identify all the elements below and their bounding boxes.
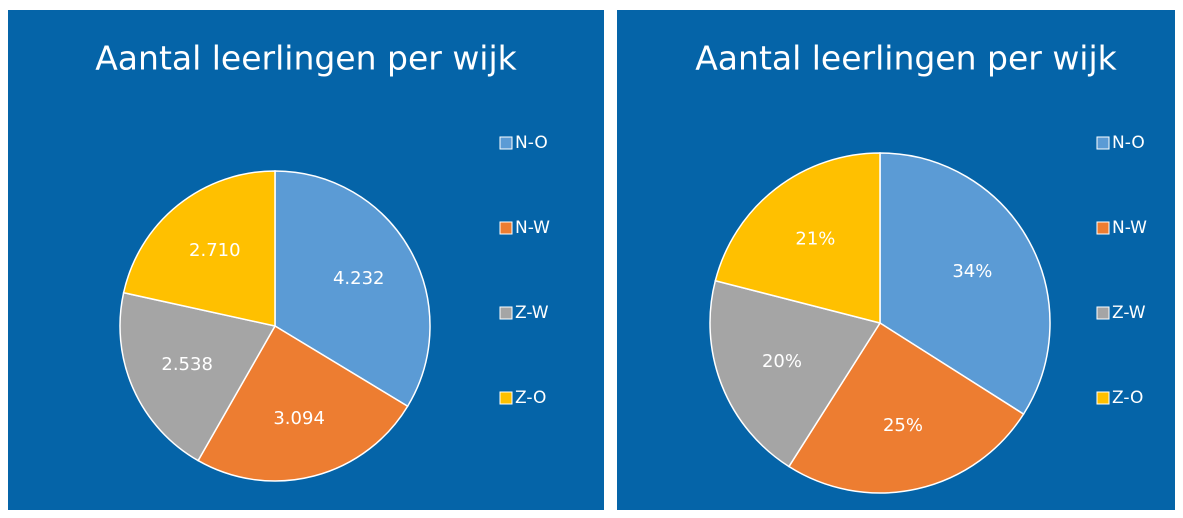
legend-swatch: [1096, 391, 1110, 405]
data-label: 4.232: [333, 268, 385, 289]
legend-label: Z-W: [515, 303, 549, 323]
legend-label: N-O: [515, 133, 548, 153]
legend-swatch: [1096, 221, 1110, 235]
legend-label: Z-O: [1112, 388, 1143, 408]
pie-slice: [122, 170, 276, 327]
data-label: 20%: [762, 351, 802, 372]
legend-swatch: [499, 306, 513, 320]
pie-slice: [709, 279, 882, 468]
legend-label: Z-W: [1112, 303, 1146, 323]
chart-title: Aantal leerlingen per wijk: [95, 39, 517, 78]
data-label: 34%: [952, 261, 992, 282]
pie-slice: [119, 291, 277, 462]
chart-title: Aantal leerlingen per wijk: [695, 39, 1117, 78]
pie-slice: [787, 321, 1025, 494]
legend-label: Z-O: [515, 388, 546, 408]
legend-label: N-W: [515, 218, 550, 238]
pie-slice: [714, 152, 881, 324]
pie-slice: [197, 324, 409, 482]
data-label: 2.710: [189, 240, 241, 261]
legend-swatch: [1096, 136, 1110, 150]
legend-swatch: [1096, 306, 1110, 320]
data-label: 25%: [883, 415, 923, 436]
legend-label: N-W: [1112, 218, 1147, 238]
legend-swatch: [499, 221, 513, 235]
data-label: 3.094: [273, 408, 325, 429]
data-label: 2.538: [161, 354, 213, 375]
pie-slice: [879, 152, 1051, 416]
pie-slice: [274, 170, 431, 408]
legend-swatch: [499, 391, 513, 405]
legend-label: N-O: [1112, 133, 1145, 153]
legend-swatch: [499, 136, 513, 150]
data-label: 21%: [795, 229, 835, 250]
